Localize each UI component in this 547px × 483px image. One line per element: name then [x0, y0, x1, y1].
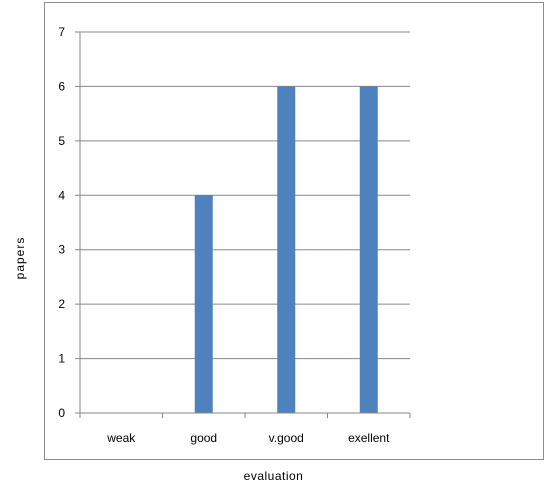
y-tick-label: 3 [58, 243, 65, 257]
y-tick-label: 7 [58, 25, 65, 39]
bar-v.good [277, 86, 296, 413]
bar-good [194, 195, 213, 413]
x-tick-labels: weak good v.good exellent [106, 431, 390, 445]
y-tick-label: 1 [58, 352, 65, 366]
x-axis-label: evaluation [243, 469, 304, 483]
x-tick-label: weak [106, 431, 136, 445]
x-tick-label: v.good [269, 431, 304, 445]
axes [75, 31, 411, 418]
gridlines [80, 31, 410, 360]
y-tick-label: 4 [58, 188, 65, 202]
y-tick-label: 0 [58, 406, 65, 420]
y-axis-label: papers [13, 236, 27, 280]
x-tick-label: exellent [348, 431, 390, 445]
y-tick-label: 2 [58, 297, 65, 311]
chart-frame [44, 2, 544, 460]
y-tick-label: 6 [58, 79, 65, 93]
y-tick-label: 5 [58, 134, 65, 148]
bar-exellent [359, 86, 378, 413]
bars [194, 86, 378, 413]
y-tick-labels: 0 1 2 3 4 5 6 7 [58, 25, 65, 420]
x-tick-label: good [190, 431, 217, 445]
